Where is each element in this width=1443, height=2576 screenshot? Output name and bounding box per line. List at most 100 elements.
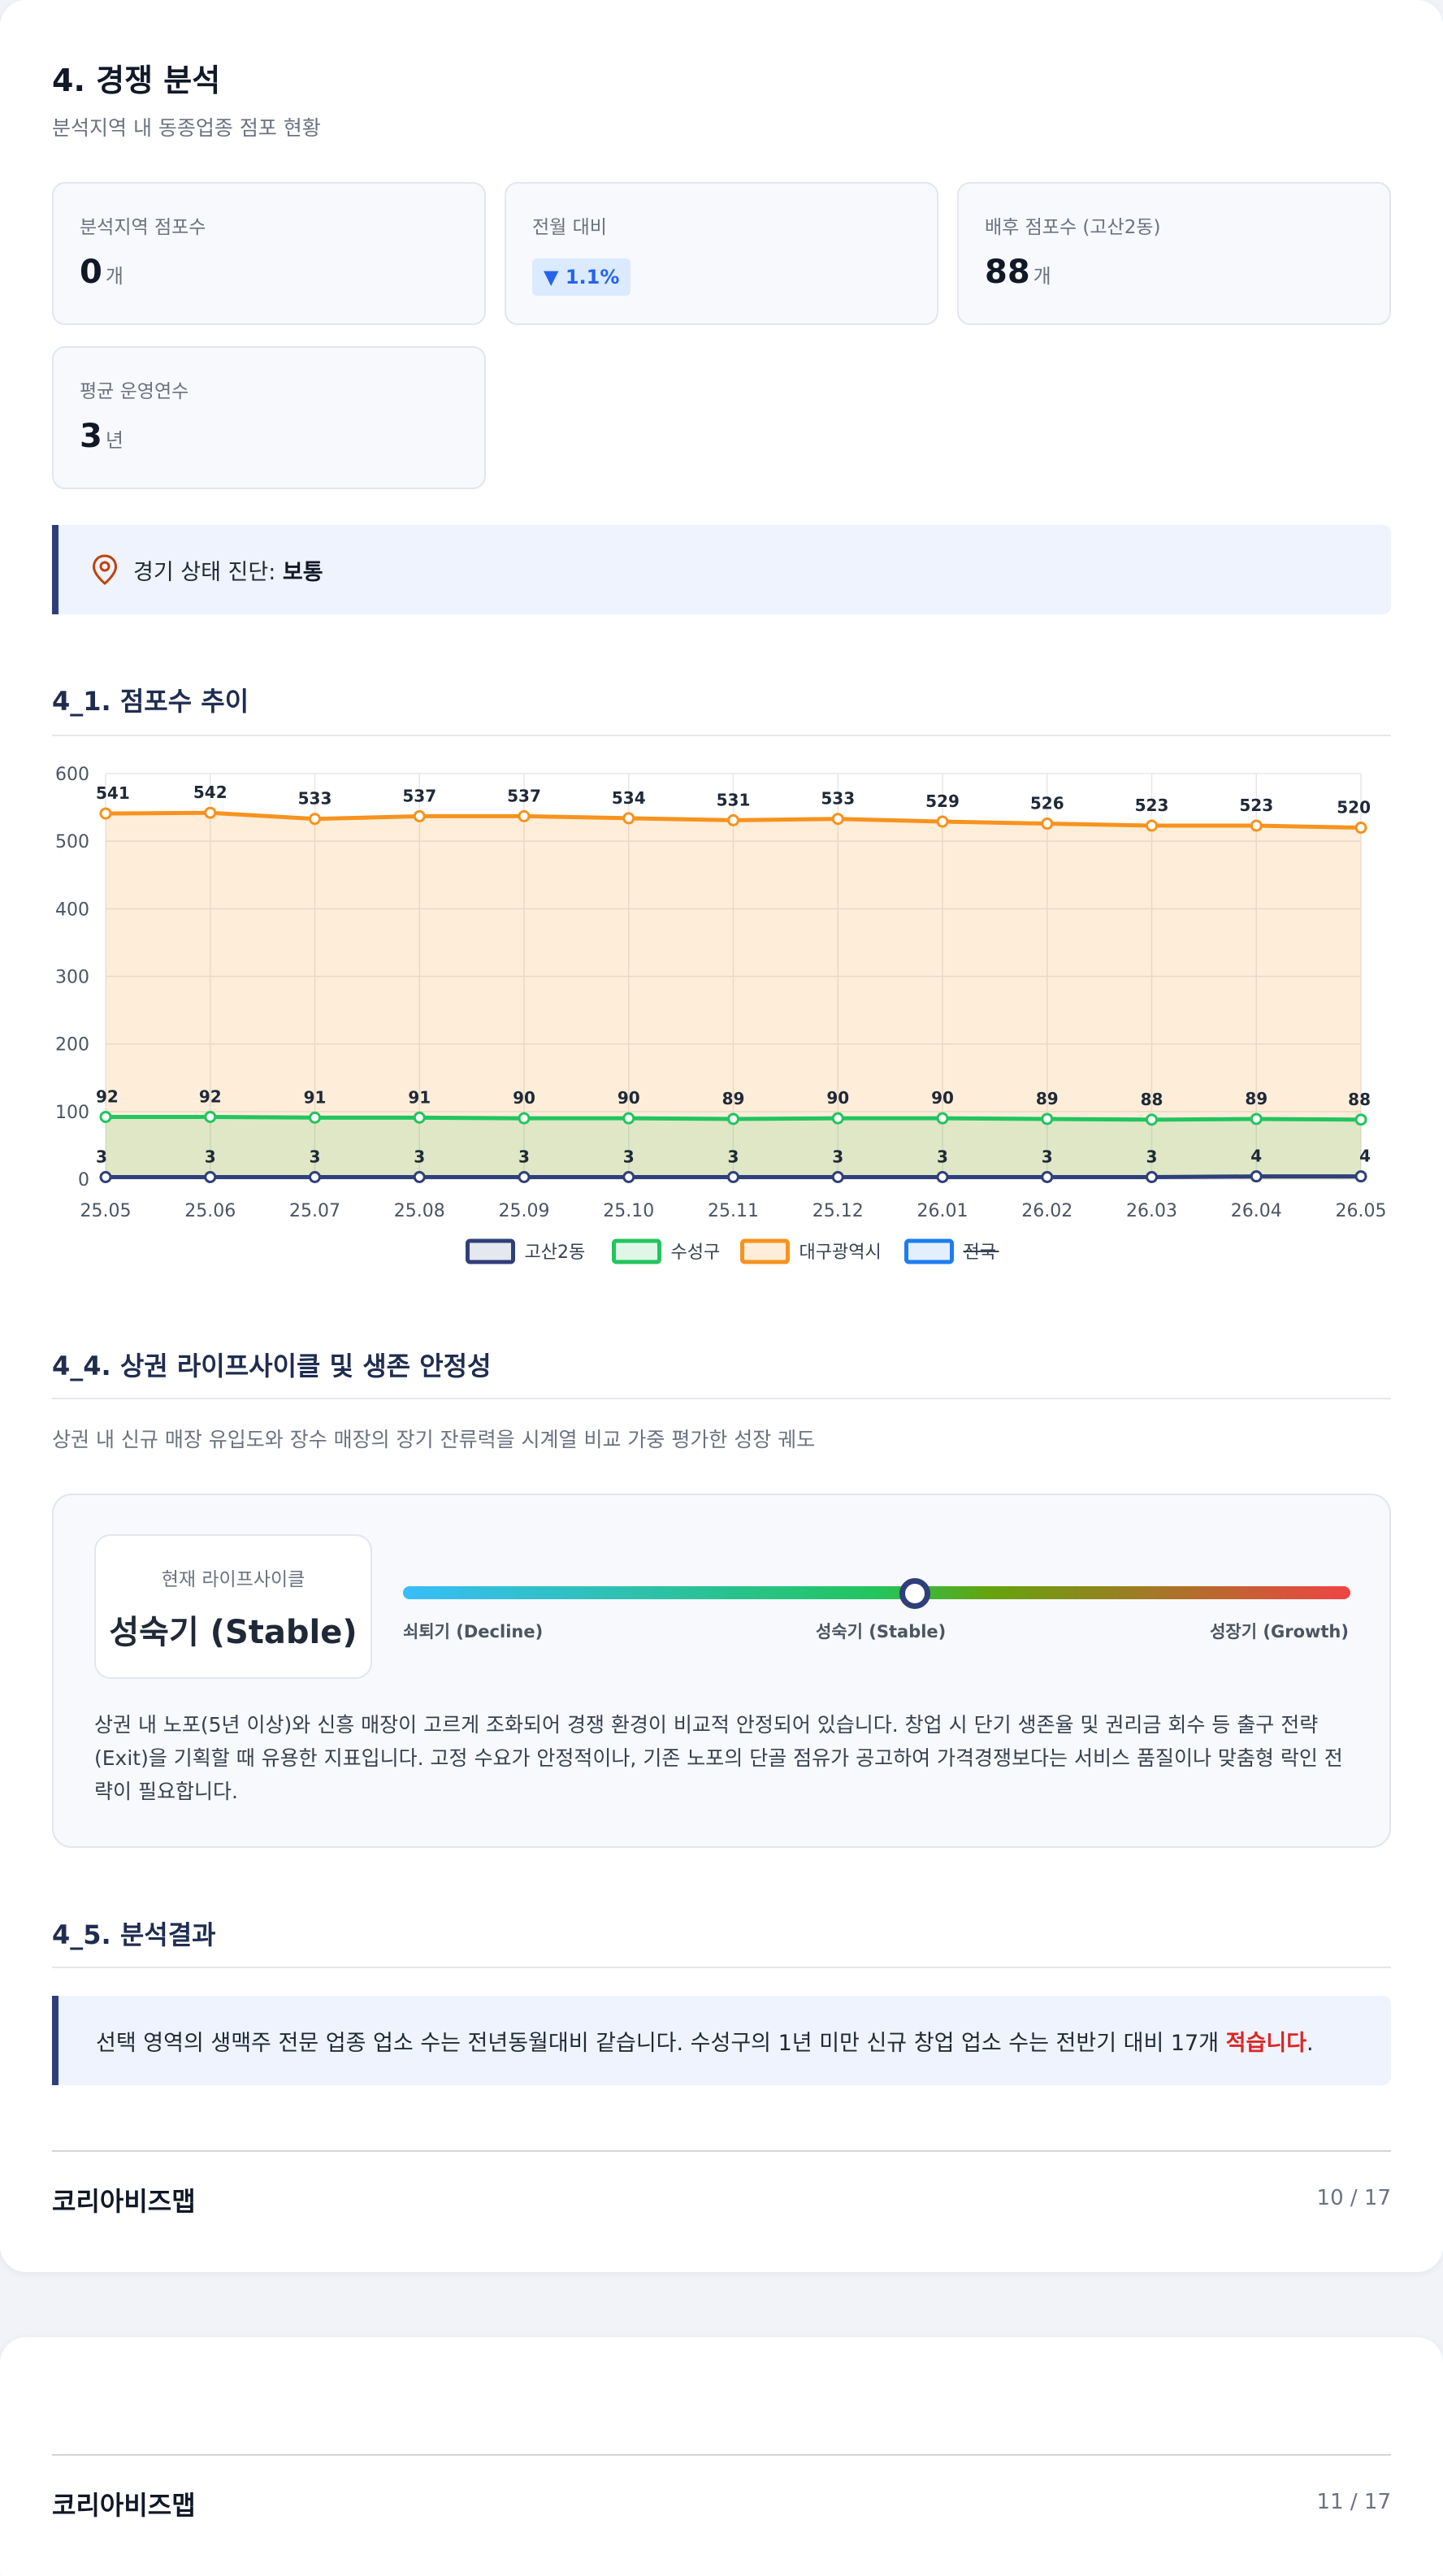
data-label: 89 xyxy=(1245,1089,1268,1108)
legend-label: 고산2동 xyxy=(525,1242,586,1263)
stage-label-decline: 쇠퇴기 (Decline) xyxy=(403,1622,544,1641)
data-label: 89 xyxy=(1036,1089,1059,1108)
data-label: 537 xyxy=(507,786,541,805)
legend-swatch xyxy=(740,1238,790,1264)
footer-divider xyxy=(52,2150,1391,2152)
data-point xyxy=(518,809,531,822)
data-point xyxy=(1041,817,1054,830)
footer-divider xyxy=(52,2454,1391,2456)
current-lifecycle-label: 현재 라이프사이클 xyxy=(161,1569,306,1590)
data-point xyxy=(936,1112,949,1125)
stat-card-label: 전월 대비 xyxy=(532,217,607,238)
series-area xyxy=(106,813,1361,1179)
lifecycle-panel: 현재 라이프사이클 성숙기 (Stable) 쇠퇴기 (Decline) 성숙기… xyxy=(52,1494,1391,1848)
data-point xyxy=(204,1110,217,1123)
x-tick-label: 26.04 xyxy=(1231,1201,1282,1221)
stage-label-growth: 성장기 (Growth) xyxy=(1210,1622,1349,1641)
data-point xyxy=(727,813,739,826)
legend-label: 전국 xyxy=(964,1242,996,1263)
section-title-lifecycle: 4_4. 상권 라이프사이클 및 생존 안정성 xyxy=(52,1351,492,1381)
data-label: 542 xyxy=(193,783,228,802)
series-area xyxy=(106,1117,1361,1179)
data-label: 89 xyxy=(722,1089,745,1108)
legend-swatch xyxy=(612,1238,661,1264)
data-label: 3 xyxy=(1042,1147,1053,1167)
data-label: 3 xyxy=(728,1147,739,1167)
x-tick-label: 25.09 xyxy=(499,1201,550,1221)
x-tick-label: 25.11 xyxy=(708,1201,759,1221)
footer-page-number: 10 / 17 xyxy=(1316,2186,1391,2210)
stat-card-value: 88 개 xyxy=(985,254,1051,291)
data-label: 523 xyxy=(1135,796,1169,815)
decrease-badge: ▼ 1.1% xyxy=(532,258,631,296)
data-label: 533 xyxy=(298,789,332,809)
data-label: 533 xyxy=(821,789,855,809)
y-tick-label: 0 xyxy=(78,1170,89,1190)
y-tick-label: 400 xyxy=(55,900,89,920)
data-point xyxy=(413,1111,426,1124)
stage-label-stable: 성숙기 (Stable) xyxy=(816,1622,947,1641)
store-trend-chart: 0 100 200 300 400 500 600 25.05 25.06 25.07 25.08 2… xyxy=(55,765,1387,1264)
data-label: 526 xyxy=(1030,794,1064,813)
x-tick-label: 26.05 xyxy=(1336,1201,1387,1221)
data-label: 3 xyxy=(310,1147,321,1167)
section-title-result: 4_5. 분석결과 xyxy=(52,1919,216,1950)
data-point xyxy=(622,1112,635,1125)
x-tick-label: 25.07 xyxy=(289,1201,340,1221)
data-label: 3 xyxy=(832,1147,843,1167)
data-point xyxy=(309,1171,321,1184)
data-label: 90 xyxy=(826,1088,849,1108)
data-point xyxy=(518,1112,531,1125)
data-point xyxy=(1250,819,1263,832)
x-tick-label: 25.05 xyxy=(80,1201,132,1221)
x-tick-label: 26.02 xyxy=(1021,1201,1072,1221)
footer-brand: 코리아비즈맵 xyxy=(52,2490,196,2521)
data-label: 531 xyxy=(717,790,751,809)
x-tick-label: 26.01 xyxy=(917,1201,968,1221)
data-point xyxy=(727,1171,739,1184)
data-point xyxy=(413,1171,426,1184)
page-subtitle: 분석지역 내 동종업종 점포 현황 xyxy=(52,116,321,140)
data-label: 88 xyxy=(1348,1090,1371,1109)
y-tick-label: 300 xyxy=(55,968,89,988)
lifecycle-description: 상권 내 신규 매장 유입도와 장수 매장의 장기 잔류력을 시계열 비교 가중… xyxy=(52,1428,816,1451)
data-label: 4 xyxy=(1250,1147,1262,1166)
legend-swatch xyxy=(904,1238,954,1264)
diagnosis-text: 경기 상태 진단: 보통 xyxy=(133,560,323,585)
x-tick-label: 25.08 xyxy=(394,1201,445,1221)
data-label: 523 xyxy=(1239,796,1273,815)
section-divider xyxy=(52,1967,1391,1968)
section-title-trend: 4_1. 점포수 추이 xyxy=(52,686,249,717)
x-tick-label: 26.03 xyxy=(1126,1201,1177,1221)
result-highlight: 적습니다 xyxy=(1225,2031,1307,2056)
lifecycle-gauge-bar xyxy=(403,1586,1350,1599)
diagnosis-banner: 경기 상태 진단: 보통 xyxy=(52,525,1391,614)
y-tick-label: 100 xyxy=(55,1103,89,1123)
report-page-11: 코리아비즈맵 11 / 17 xyxy=(0,2337,1443,2576)
data-point xyxy=(204,1171,217,1184)
data-point xyxy=(1146,1171,1158,1184)
data-point xyxy=(622,1171,635,1184)
x-tick-label: 25.06 xyxy=(184,1201,236,1221)
legend-label: 대구광역시 xyxy=(800,1242,882,1263)
data-label: 90 xyxy=(513,1088,535,1108)
data-label: 3 xyxy=(1146,1147,1158,1167)
stat-card-label: 평균 운영연수 xyxy=(80,381,189,402)
data-point xyxy=(1354,1170,1367,1183)
location-pin-icon xyxy=(92,554,118,585)
data-label: 92 xyxy=(199,1086,222,1106)
data-point xyxy=(413,809,426,822)
data-point xyxy=(1250,1170,1263,1183)
data-label: 91 xyxy=(304,1087,327,1107)
data-label: 90 xyxy=(618,1088,640,1108)
data-point xyxy=(1146,819,1158,832)
lifecycle-gauge-marker xyxy=(899,1578,930,1609)
legend-label: 수성구 xyxy=(671,1242,721,1263)
data-point xyxy=(831,1112,844,1125)
data-point xyxy=(1250,1112,1263,1125)
current-lifecycle-card: 현재 라이프사이클 성숙기 (Stable) xyxy=(94,1534,372,1679)
data-point xyxy=(309,1111,321,1124)
data-point xyxy=(831,1171,844,1184)
